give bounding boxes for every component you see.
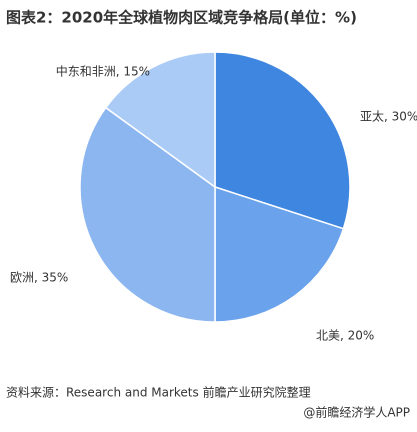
pie-slice (214, 51, 351, 230)
slice-label: 亚太, 30% (360, 109, 417, 124)
slice-label: 北美, 20% (316, 329, 374, 343)
pie-slice (104, 51, 216, 189)
chart-title: 图表2：2020年全球植物肉区域竞争格局(单位：%) (6, 9, 357, 27)
slice-label: 欧洲, 35% (10, 271, 68, 285)
slice-label: 中东和非洲, 15% (56, 64, 150, 79)
source: 资料来源：Research and Markets 前瞻产业研究院整理 (6, 385, 311, 400)
pie-slice (79, 106, 216, 323)
credit: @前瞻经济学人APP (303, 405, 410, 420)
pie-slice (214, 185, 345, 323)
